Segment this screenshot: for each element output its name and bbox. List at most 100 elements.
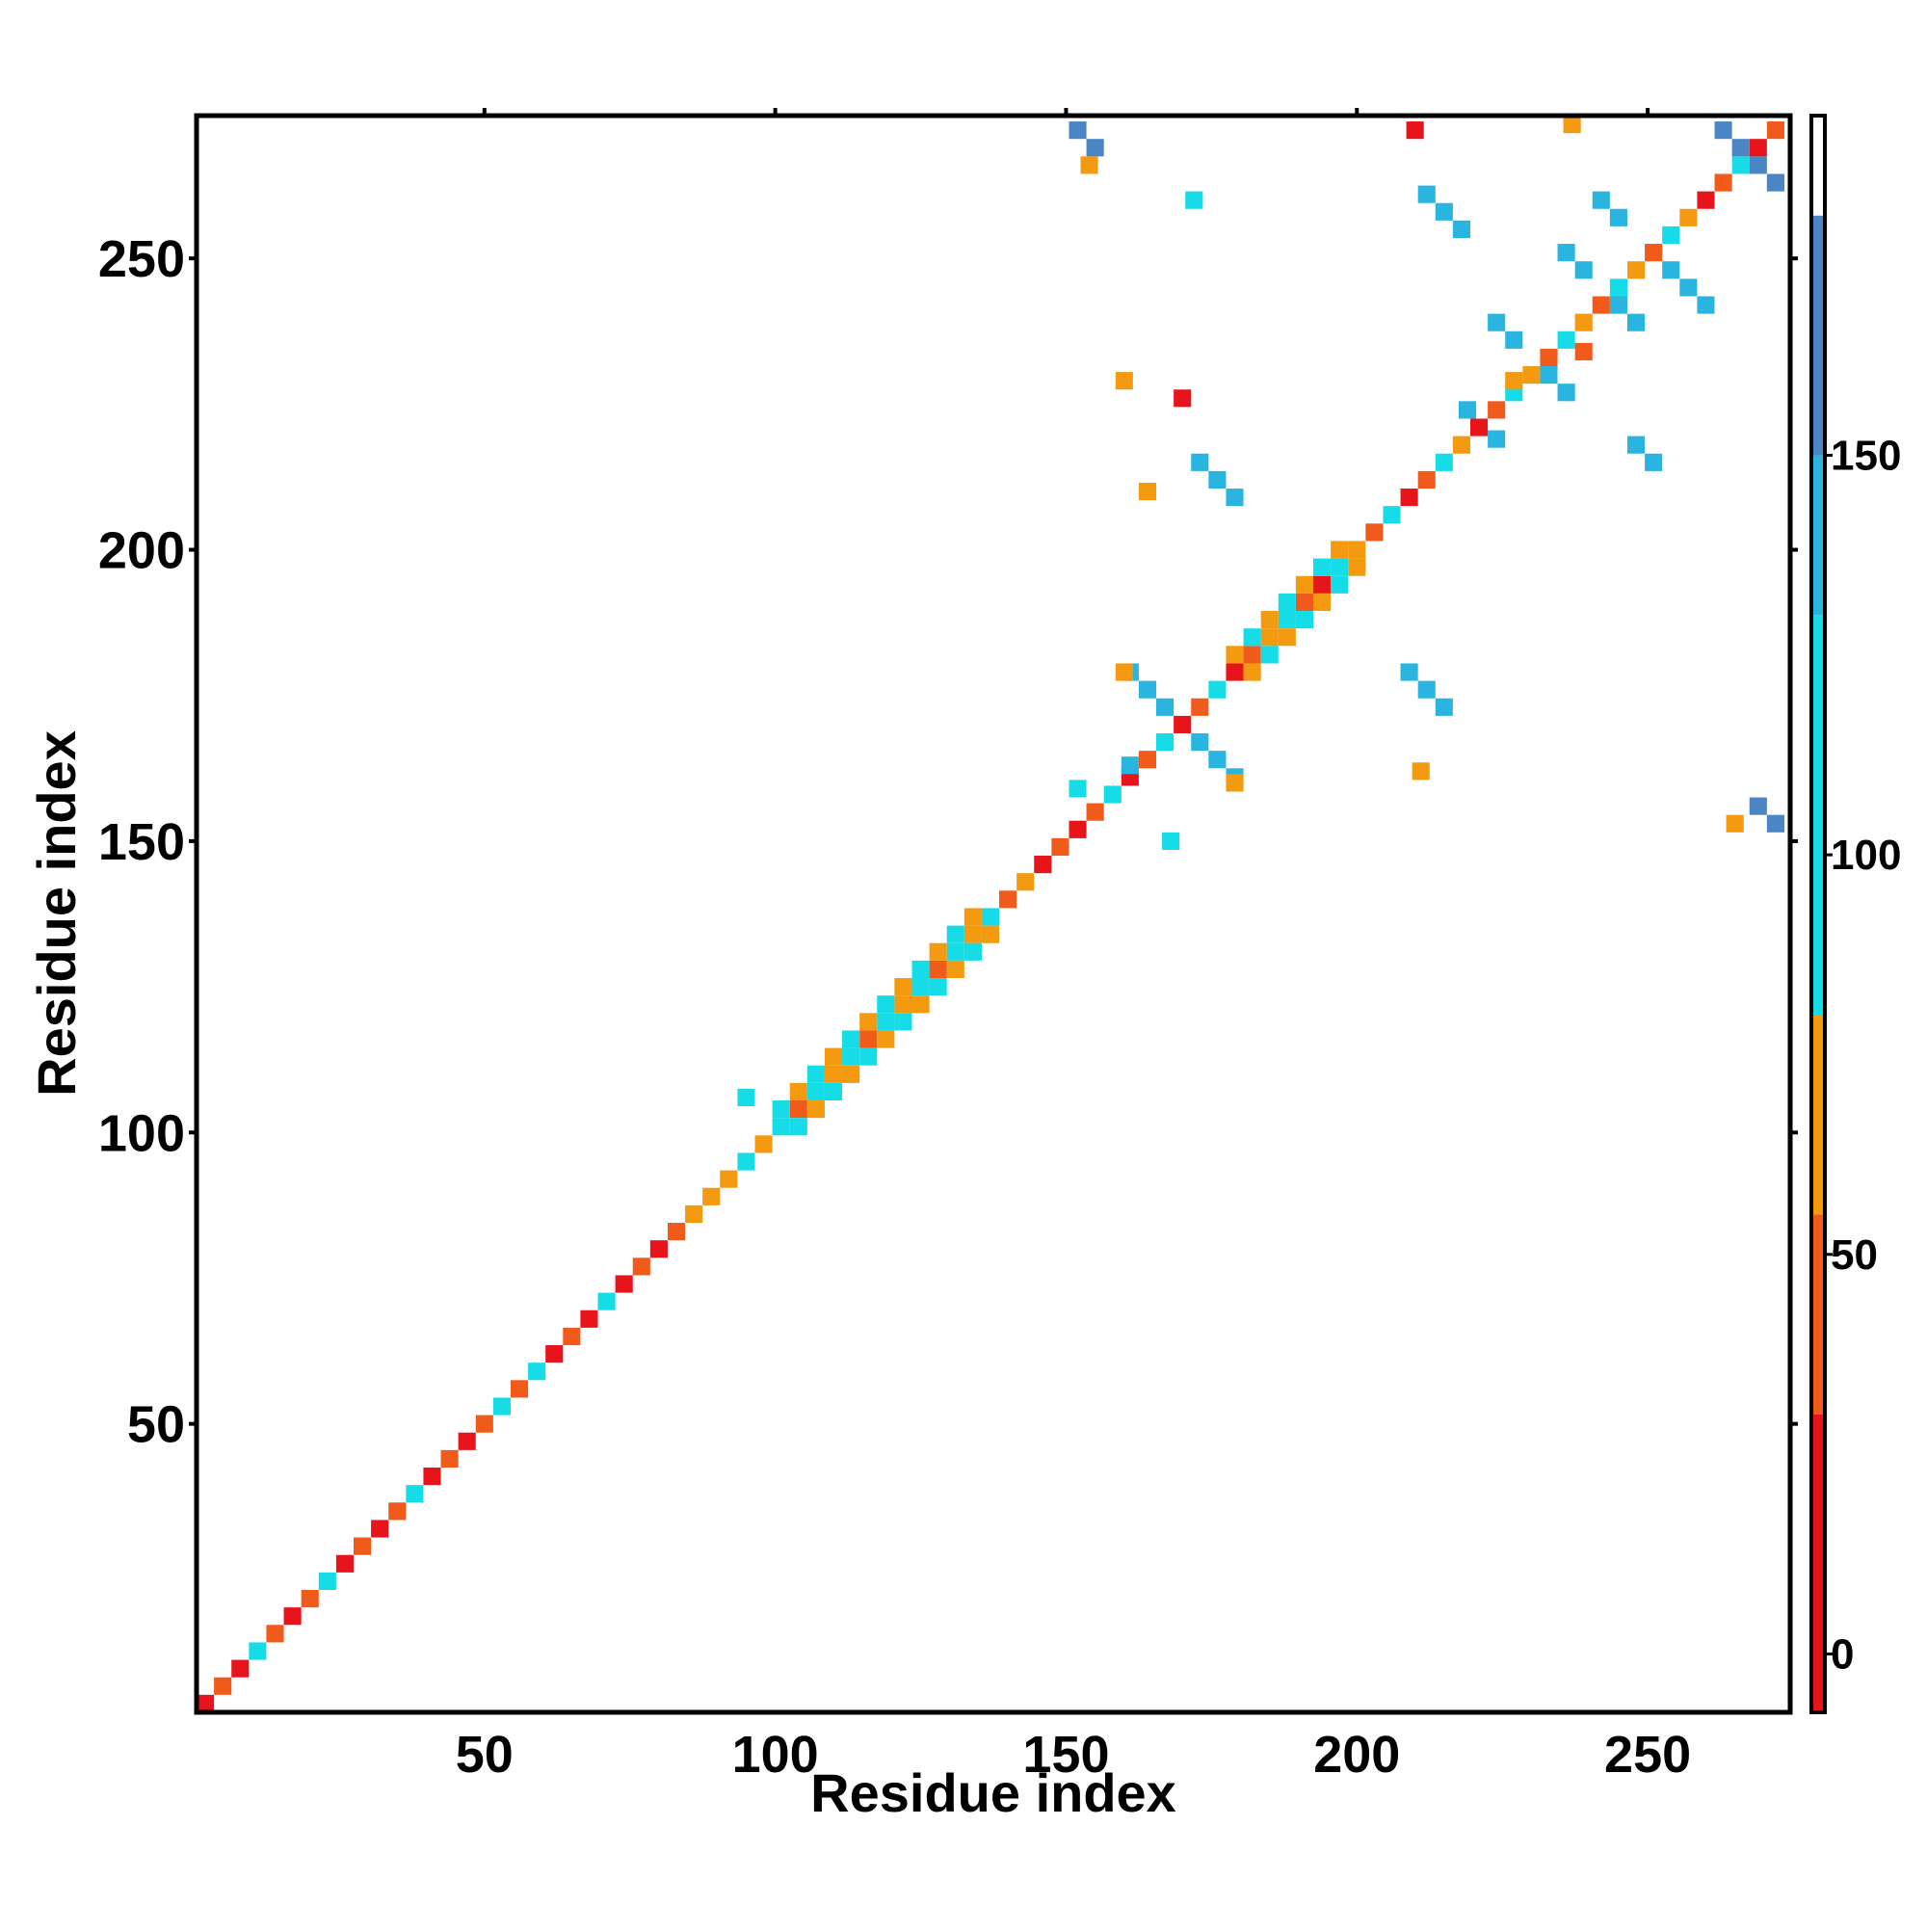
heatmap-cell: [545, 1345, 564, 1363]
heatmap-cell: [999, 890, 1017, 909]
heatmap-cell: [1645, 453, 1663, 471]
heatmap-cell: [1406, 121, 1424, 140]
heatmap-cell: [789, 1118, 807, 1136]
colorbar-segment: [1811, 1014, 1825, 1215]
heatmap-cell: [772, 1100, 790, 1119]
heatmap-cell: [563, 1327, 581, 1346]
heatmap-cell: [667, 1223, 686, 1241]
heatmap-cell: [1208, 470, 1227, 490]
heatmap-cell: [877, 995, 895, 1014]
heatmap-cell: [911, 960, 930, 979]
heatmap-cell: [702, 1187, 721, 1205]
heatmap-cell: [1697, 296, 1715, 314]
heatmap-cell: [894, 978, 912, 996]
heatmap-cell: [1645, 244, 1663, 262]
y-tick-label: 50: [127, 1396, 185, 1454]
heatmap-cell: [1191, 733, 1209, 752]
x-tick-label: 200: [1313, 1726, 1400, 1784]
y-tick-label: 200: [98, 522, 185, 580]
heatmap-cell: [1766, 173, 1784, 192]
heatmap-cell: [1557, 244, 1575, 262]
colorbar-segment: [1811, 455, 1825, 616]
heatmap-cell: [1331, 575, 1349, 594]
heatmap-cell: [1138, 680, 1157, 699]
heatmap-cell: [1243, 646, 1261, 664]
heatmap-cell: [842, 1065, 860, 1083]
colorbar-segment: [1811, 615, 1825, 1015]
heatmap-cell: [1417, 185, 1436, 203]
heatmap-cell: [842, 1030, 860, 1048]
heatmap-cell: [1295, 593, 1314, 612]
heatmap-cell: [318, 1572, 336, 1591]
heatmap-cell: [1592, 191, 1610, 209]
heatmap-cell: [1243, 628, 1261, 647]
colorbar-segment: [1811, 215, 1825, 456]
heatmap-cell: [929, 960, 947, 979]
heatmap-cell: [475, 1415, 493, 1433]
heatmap-cell: [1522, 366, 1541, 384]
colorbar-frame: [1809, 114, 1827, 1714]
y-tick-label: 100: [98, 1104, 185, 1162]
heatmap-cell: [1488, 401, 1506, 419]
heatmap-cell: [1731, 139, 1750, 157]
heatmap-cell: [894, 995, 912, 1014]
heatmap-cell: [1505, 331, 1523, 349]
heatmap-cell: [197, 1694, 215, 1712]
heatmap-cell: [1016, 873, 1035, 891]
heatmap-cell: [1156, 733, 1175, 752]
heatmap-cell: [1679, 278, 1698, 297]
heatmap-cell: [1679, 208, 1698, 226]
heatmap-cell: [1121, 756, 1139, 775]
heatmap-cell: [1331, 558, 1349, 576]
heatmap-cell: [1313, 575, 1332, 594]
heatmap-cell: [806, 1065, 825, 1083]
heatmap-cell: [877, 1030, 895, 1048]
heatmap-cell: [981, 925, 1000, 943]
heatmap-cell: [1069, 780, 1087, 798]
heatmap-cell: [1731, 156, 1750, 174]
heatmap-cell: [911, 995, 930, 1014]
x-axis-title: Residue index: [810, 1762, 1176, 1823]
heatmap-cell: [1278, 628, 1296, 647]
heatmap-cell: [1412, 762, 1430, 781]
heatmap-cell: [1226, 663, 1244, 681]
heatmap-cell: [929, 942, 947, 961]
heatmap-cell: [1435, 453, 1453, 471]
heatmap-cell: [737, 1088, 755, 1107]
heatmap-cell: [1400, 663, 1418, 681]
heatmap-cell: [1626, 313, 1646, 331]
heatmap-cell: [214, 1677, 232, 1695]
heatmap-cell: [231, 1659, 250, 1678]
heatmap-cell: [1557, 384, 1575, 402]
heatmap-cell: [1348, 541, 1366, 559]
heatmap-cell: [1103, 785, 1122, 804]
heatmap-cell: [335, 1554, 354, 1573]
heatmap-cell: [1051, 837, 1069, 857]
heatmap-cell: [1260, 646, 1279, 664]
heatmap-cell: [388, 1502, 407, 1521]
heatmap-cell: [824, 1065, 843, 1083]
heatmap-cell: [824, 1047, 843, 1066]
y-tick-label: 250: [98, 230, 185, 288]
heatmap-cell: [1452, 220, 1470, 238]
heatmap-cell: [1278, 611, 1296, 629]
x-tick-label: 100: [732, 1726, 819, 1784]
heatmap-cell: [1557, 331, 1575, 349]
heatmap-cell: [859, 1013, 878, 1031]
heatmap-cell: [824, 1082, 843, 1101]
heatmap-cell: [929, 978, 947, 996]
colorbar-tick-label: 0: [1831, 1630, 1854, 1678]
heatmap-cell: [1086, 139, 1104, 157]
heatmap-cell: [1574, 261, 1593, 279]
heatmap-cell: [877, 1013, 895, 1031]
heatmap-cell: [1714, 121, 1732, 140]
heatmap-cell: [1749, 797, 1767, 815]
x-tick-label: 250: [1604, 1726, 1691, 1784]
heatmap-cell: [458, 1432, 476, 1450]
heatmap-cell: [859, 1047, 878, 1066]
heatmap-cell: [1243, 663, 1261, 681]
heatmap-cell: [1714, 173, 1732, 192]
heatmap-cell: [492, 1397, 511, 1416]
heatmap-cell: [946, 960, 964, 979]
